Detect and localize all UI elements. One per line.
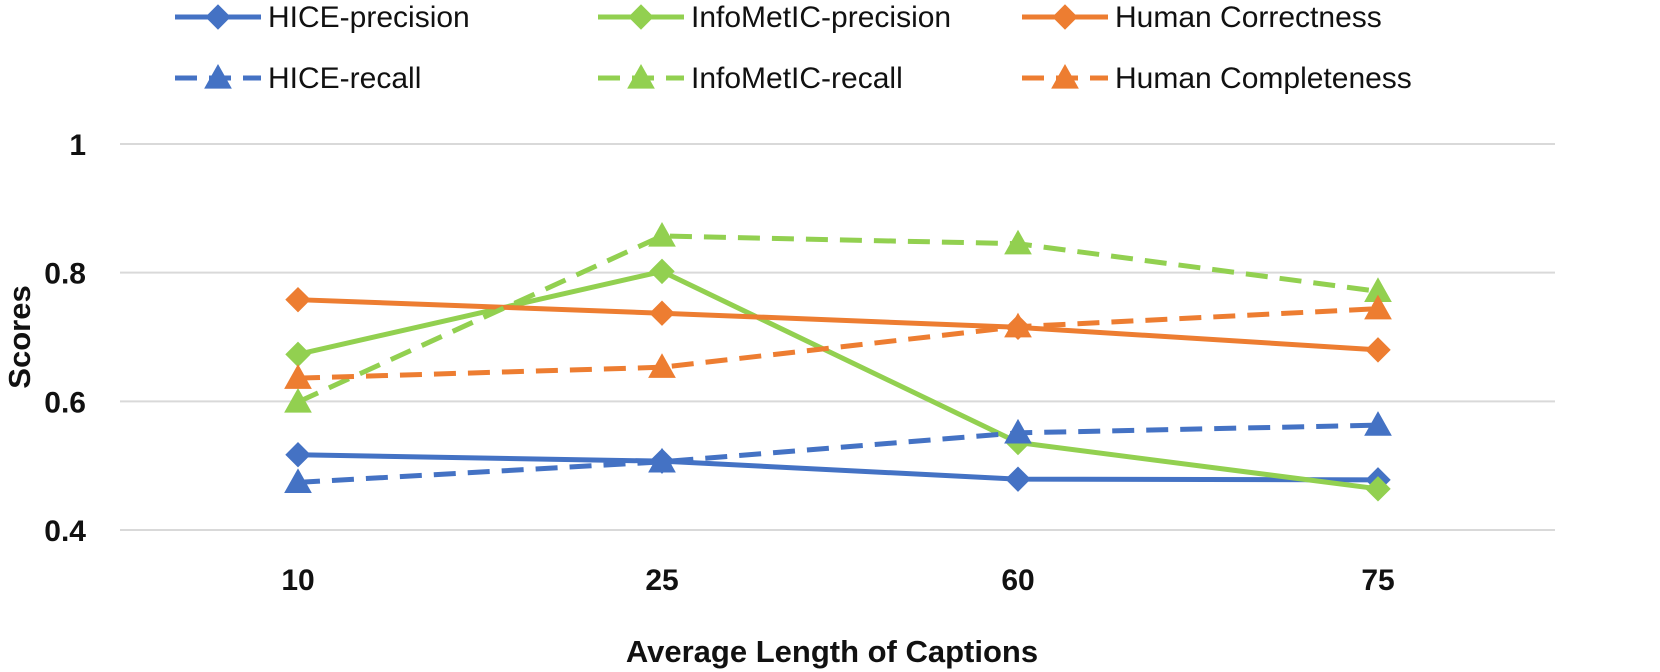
series-line — [297, 452, 1379, 483]
series — [284, 221, 1392, 502]
x-axis-ticks: 10 25 60 75 — [281, 564, 1394, 597]
x-tick-label: 75 — [1361, 564, 1394, 597]
data-point — [1364, 294, 1392, 320]
legend-label: InfoMetIC-precision — [691, 1, 951, 34]
x-axis-title: Average Length of Captions — [626, 634, 1038, 669]
data-point — [648, 447, 676, 473]
series-human-correctness — [285, 286, 1391, 363]
x-tick-label: 25 — [645, 564, 678, 597]
series-line — [297, 306, 1379, 381]
series-line — [297, 297, 1379, 353]
data-point — [285, 286, 311, 313]
data-point — [284, 364, 312, 389]
series-hice-precision — [285, 442, 1391, 493]
x-tick-label: 60 — [1001, 564, 1034, 597]
legend-label: Human Completeness — [1115, 62, 1412, 95]
legend-marker — [204, 63, 232, 89]
legend-label: HICE-precision — [268, 1, 470, 34]
y-axis-title: Scores — [2, 285, 37, 388]
data-point — [648, 353, 676, 378]
data-point — [1364, 411, 1392, 436]
data-point — [285, 442, 311, 468]
series-line — [297, 268, 1379, 492]
data-point — [1004, 418, 1032, 444]
legend-marker — [628, 4, 654, 30]
data-point — [284, 468, 312, 494]
legend-label: InfoMetIC-recall — [691, 62, 903, 95]
legend-marker — [1051, 63, 1079, 89]
y-tick-label: 0.6 — [44, 386, 86, 419]
series-human-completeness — [284, 294, 1392, 389]
data-point — [1365, 476, 1391, 502]
legend-entry: HICE-recall — [175, 62, 421, 95]
data-point — [649, 300, 675, 326]
legend-entry: HICE-precision — [175, 1, 470, 34]
data-point — [649, 258, 675, 285]
y-tick-label: 0.4 — [44, 515, 86, 548]
series-line — [297, 422, 1379, 485]
legend-entry: Human Completeness — [1022, 62, 1412, 95]
data-point — [284, 387, 312, 413]
data-point — [1004, 312, 1032, 338]
y-tick-label: 1 — [69, 129, 86, 162]
legend-entry: InfoMetIC-precision — [598, 1, 951, 34]
gridlines — [120, 143, 1555, 531]
legend: HICE-precision InfoMetIC-precision Human C… — [175, 1, 1412, 95]
data-point — [1004, 229, 1032, 255]
series-line — [296, 233, 1379, 405]
series-hice-recall — [284, 411, 1392, 494]
data-point — [285, 341, 311, 368]
data-point — [648, 221, 676, 247]
x-tick-label: 10 — [281, 564, 314, 597]
data-point — [1005, 466, 1031, 492]
legend-entry: Human Correctness — [1022, 1, 1382, 34]
y-axis-ticks: 0.4 0.6 0.8 1 — [44, 129, 86, 548]
legend-entry: InfoMetIC-recall — [598, 62, 903, 95]
legend-label: Human Correctness — [1115, 1, 1382, 34]
y-tick-label: 0.8 — [44, 258, 86, 291]
legend-marker — [205, 4, 231, 30]
data-point — [1365, 337, 1391, 363]
series-infometic-recall — [284, 221, 1392, 413]
series-infometic-precision — [285, 258, 1391, 502]
legend-marker — [1052, 4, 1078, 30]
legend-label: HICE-recall — [268, 62, 421, 95]
legend-marker — [627, 63, 655, 89]
